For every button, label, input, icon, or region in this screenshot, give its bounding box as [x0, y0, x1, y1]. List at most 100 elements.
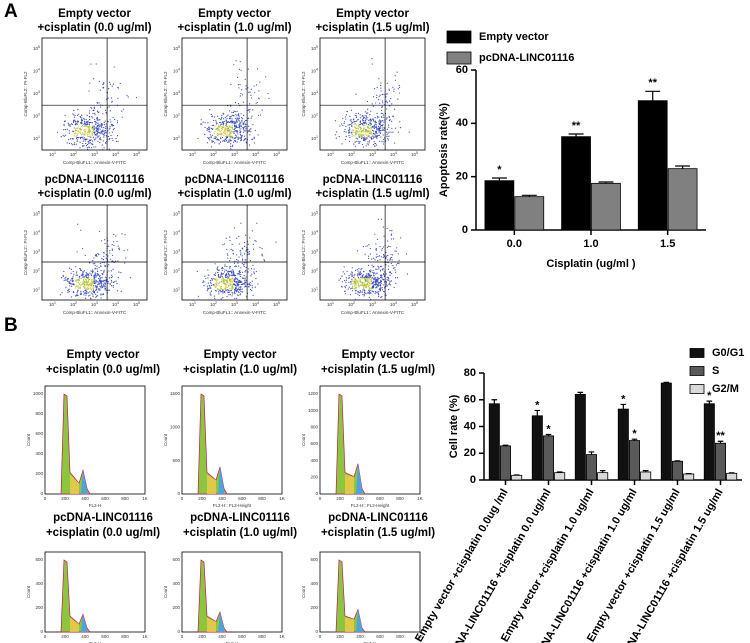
dot — [109, 127, 111, 129]
dot — [75, 132, 77, 135]
dot — [73, 143, 75, 146]
dot — [361, 291, 363, 293]
bar — [591, 182, 621, 231]
tick-base: 10 — [411, 152, 417, 157]
dot — [242, 277, 244, 279]
dot — [113, 281, 115, 283]
dot — [240, 113, 242, 115]
dot — [208, 284, 210, 287]
dot — [383, 279, 385, 281]
dot — [80, 229, 82, 231]
dot — [259, 114, 262, 116]
dot — [379, 245, 381, 248]
x-tick-label: 105 — [273, 301, 280, 307]
dot — [245, 279, 247, 281]
dot — [348, 135, 350, 137]
dot — [250, 131, 252, 133]
dot — [381, 248, 383, 250]
dot — [349, 294, 352, 296]
dot — [83, 276, 85, 278]
dot — [360, 117, 362, 119]
x-tick-label: 102 — [210, 151, 217, 157]
dot — [223, 134, 225, 137]
dot — [95, 255, 97, 257]
dot — [92, 288, 94, 290]
dot — [102, 129, 104, 131]
dot — [233, 292, 235, 294]
dot — [364, 281, 366, 284]
dot — [72, 280, 74, 282]
dot — [92, 132, 94, 134]
dot — [351, 290, 354, 292]
dot — [363, 137, 366, 139]
dot — [372, 137, 374, 140]
y-axis-label: Cell rate (%) — [448, 394, 460, 458]
dot — [370, 136, 373, 138]
dot — [243, 274, 245, 277]
dot — [215, 279, 217, 281]
dot — [95, 134, 97, 136]
dot — [238, 243, 240, 245]
dot — [355, 133, 358, 135]
dot — [86, 121, 88, 123]
y-axis-label: Comp-BluFL2:: PI-FL2 — [23, 229, 28, 275]
dot — [62, 275, 64, 277]
dot — [230, 132, 232, 135]
dot — [68, 280, 70, 283]
y-axis-label: Comp-BluFL2:: PI-FL2 — [23, 71, 28, 117]
dot — [97, 122, 99, 124]
dot — [405, 253, 408, 255]
dot — [105, 132, 107, 134]
dot — [225, 128, 227, 130]
tick-base: 10 — [231, 152, 237, 157]
dot — [390, 233, 393, 235]
tick-exp: 3 — [38, 248, 40, 252]
dot — [388, 284, 390, 286]
tick-base: 10 — [189, 302, 195, 307]
dot — [349, 131, 351, 133]
dot — [84, 130, 86, 132]
plot-title: pcDNA-LINC01116 — [328, 512, 428, 524]
dot — [247, 283, 249, 286]
dot — [98, 131, 100, 133]
dot — [73, 116, 76, 118]
dot — [217, 115, 219, 117]
dot — [229, 265, 231, 268]
dot — [360, 136, 362, 138]
dot — [220, 275, 222, 277]
dot — [89, 286, 91, 288]
dot — [370, 124, 372, 126]
dot — [373, 126, 375, 128]
dot — [103, 270, 105, 272]
dot — [341, 275, 343, 277]
y-tick-label: 1000 — [170, 425, 181, 430]
dot — [367, 144, 370, 146]
dot — [87, 277, 89, 280]
dot — [348, 127, 351, 129]
dot — [82, 140, 84, 142]
dot — [87, 284, 89, 287]
dot — [218, 125, 220, 128]
dot — [104, 109, 107, 111]
dot — [101, 132, 103, 135]
dot — [72, 120, 75, 123]
dot — [97, 119, 99, 121]
dot — [375, 131, 378, 134]
dot — [373, 141, 375, 143]
x-tick-label: 104 — [112, 151, 119, 157]
x-tick-label: 0 — [181, 496, 184, 501]
dot — [226, 248, 228, 251]
dot — [225, 285, 227, 288]
dot — [378, 95, 380, 98]
dot — [223, 289, 225, 291]
plot-frame — [181, 551, 283, 633]
dot — [363, 117, 366, 119]
tick-exp: 4 — [316, 229, 318, 233]
dot — [388, 89, 391, 92]
dot — [345, 279, 348, 281]
dot — [342, 117, 344, 120]
dot — [240, 285, 242, 288]
dot — [216, 288, 219, 290]
plot-frame — [44, 551, 146, 633]
dot — [98, 266, 100, 269]
